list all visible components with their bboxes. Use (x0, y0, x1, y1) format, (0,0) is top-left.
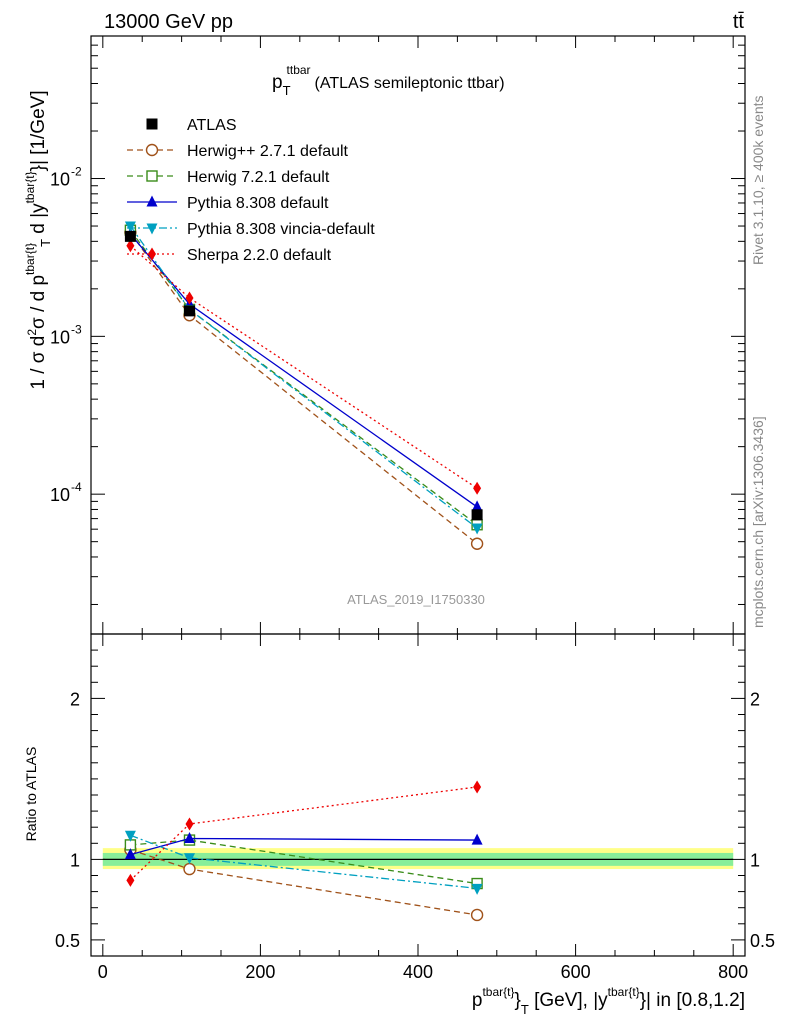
legend-marker (146, 223, 158, 235)
legend-marker (146, 118, 158, 130)
series-line (129, 229, 478, 526)
plot-title-suffix: (ATLAS semileptonic ttbar) (315, 75, 505, 92)
legend-marker (148, 247, 156, 261)
ratio-point (183, 831, 195, 843)
main-y-tick-label: 10 (50, 170, 70, 190)
ratio-line (130, 839, 478, 885)
svg-text:1 / σ d2σ / d ptbar{t}T d |ytb: 1 / σ d2σ / d ptbar{t}T d |ytbar{t}}| [1… (23, 90, 53, 389)
data-point (471, 523, 483, 535)
ratio-series-pythia-8-308-vincia-default (124, 830, 483, 895)
main-y-tick-exponent: -2 (71, 165, 82, 179)
ratio-y-tick-label: 0.5 (55, 931, 80, 951)
legend-label: ATLAS (187, 117, 237, 134)
ratio-y-tick-label-right: 2 (750, 689, 760, 709)
main-series-herwig-2-7-1-default (124, 226, 484, 550)
legend-marker (145, 143, 159, 157)
main-y-tick-exponent: -4 (71, 480, 82, 494)
data-point (126, 239, 135, 253)
data-point (185, 291, 194, 305)
ratio-y-tick-label: 2 (70, 689, 80, 709)
x-tick-label: 800 (718, 962, 748, 982)
ratio-point (185, 817, 194, 831)
mcplots-label: mcplots.cern.ch [arXiv:1306.3436] (750, 416, 766, 628)
legend-entry: Herwig++ 2.7.1 default (127, 143, 349, 160)
plot-title-sup: ttbar (287, 63, 311, 77)
series-line (129, 225, 478, 529)
ratio-series-sherpa-2-2-0-default (126, 780, 482, 887)
rivet-label: Rivet 3.1.10, ≥ 400k events (750, 95, 766, 265)
ratio-point (183, 853, 195, 865)
ratio-point (183, 862, 196, 876)
ratio-point (473, 780, 482, 794)
legend-label: Sherpa 2.2.0 default (187, 247, 332, 264)
legend-entry: Pythia 8.308 vincia-default (127, 221, 375, 238)
legend-label: Pythia 8.308 default (187, 195, 329, 212)
energy-label: 13000 GeV pp (104, 11, 233, 33)
ratio-y-tick-label-right: 0.5 (750, 931, 775, 951)
ratio-point (470, 908, 484, 922)
main-y-axis-title: 1 / σ d2σ / d ptbar{t}T d |ytbar{t}}| [1… (23, 90, 53, 389)
analysis-watermark: ATLAS_2019_I1750330 (347, 592, 485, 607)
data-point (471, 509, 483, 521)
legend-label: Herwig++ 2.7.1 default (187, 143, 349, 160)
data-point (124, 221, 136, 233)
main-series-atlas (124, 230, 483, 521)
legend-entry: Sherpa 2.2.0 default (127, 247, 332, 264)
main-series-herwig-7-2-1-default (124, 224, 483, 531)
svg-text:ptbar{t}}T [GeV], |ytbar{t}}|: ptbar{t}}T [GeV], |ytbar{t}}| in [0.8,1.… (472, 985, 745, 1017)
ratio-y-tick-label-right: 1 (750, 850, 760, 870)
legend-marker (146, 170, 158, 182)
ratio-point (126, 873, 135, 887)
series-line (129, 233, 478, 508)
legend-entry: ATLAS (146, 117, 237, 134)
plot-title-main: p (272, 72, 283, 93)
legend-label: Pythia 8.308 vincia-default (187, 221, 375, 238)
x-tick-label: 600 (561, 962, 591, 982)
ratio-line (130, 834, 478, 890)
plot-title: pTttbar (ATLAS semileptonic ttbar) (272, 63, 505, 98)
legend-marker (146, 195, 158, 207)
data-point (473, 481, 482, 495)
main-series-pythia-8-308-default (124, 227, 483, 512)
x-tick-label: 400 (403, 962, 433, 982)
svg-text:pTttbar(ATLAS semileptonic ttb: pTttbar (ATLAS semileptonic ttbar) (272, 63, 505, 98)
x-axis-title: ptbar{t}}T [GeV], |ytbar{t}}| in [0.8,1.… (472, 985, 745, 1017)
main-y-tick-label: 10 (50, 485, 70, 505)
data-point (470, 537, 484, 550)
main-y-tick-label: 10 (50, 327, 70, 347)
ratio-point (471, 833, 483, 845)
ratio-point (124, 848, 136, 860)
ratio-point (124, 830, 136, 842)
x-tick-label: 200 (245, 962, 275, 982)
main-y-tick-exponent: -3 (71, 322, 82, 336)
process-label: tt̄ (733, 11, 745, 33)
x-tick-label: 0 (98, 962, 108, 982)
ratio-y-axis-title: Ratio to ATLAS (23, 747, 39, 842)
legend-entry: Pythia 8.308 default (127, 195, 329, 212)
data-point (471, 500, 483, 512)
legend-entry: Herwig 7.2.1 default (127, 169, 330, 186)
ratio-point (471, 883, 483, 895)
ratio-series-pythia-8-308-default (124, 831, 483, 860)
main-series-sherpa-2-2-0-default (126, 239, 482, 495)
plot-title-sub: T (283, 83, 291, 98)
series-line (129, 232, 478, 545)
main-series-pythia-8-308-vincia-default (124, 221, 483, 535)
data-point (183, 305, 195, 317)
series-line (129, 245, 478, 489)
ratio-y-tick-label: 1 (70, 850, 80, 870)
legend: ATLAS Herwig++ 2.7.1 default Herwig 7.2.1 … (127, 117, 375, 264)
data-point (124, 230, 136, 242)
legend-label: Herwig 7.2.1 default (187, 169, 330, 186)
